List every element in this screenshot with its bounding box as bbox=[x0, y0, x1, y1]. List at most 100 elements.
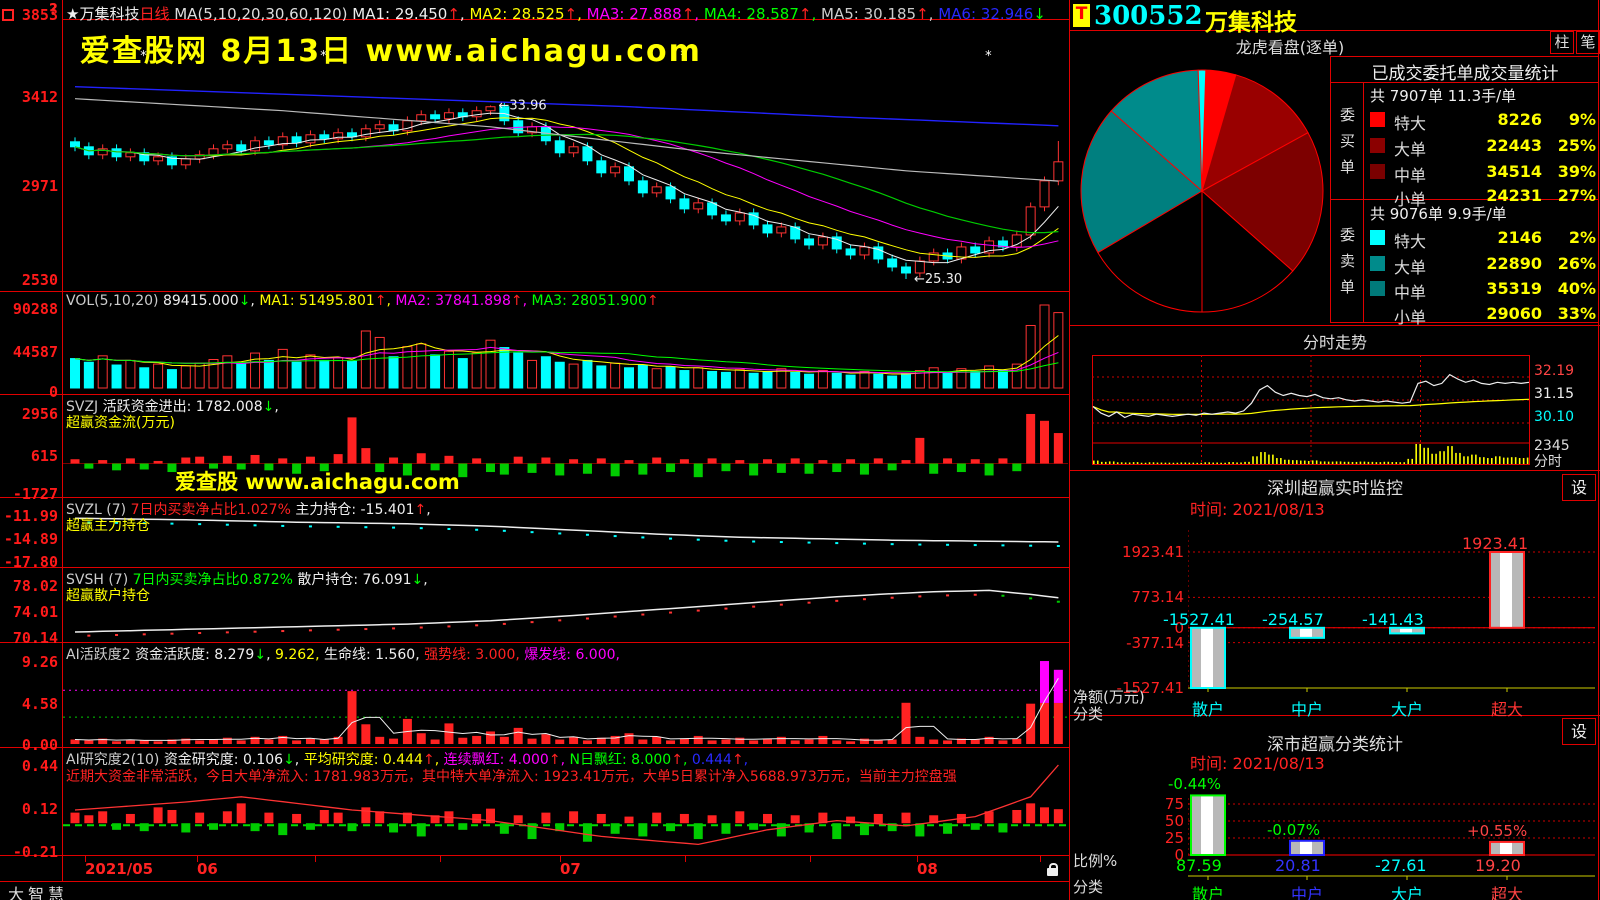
axis-label-svsh: 78.02 bbox=[12, 577, 58, 595]
buy-row-value: 34514 bbox=[1486, 162, 1542, 181]
buy-row-label: 大单 bbox=[1394, 140, 1427, 159]
ai-research-header-part-1: 资金研究度: 0.106 bbox=[163, 752, 284, 768]
main-watermark: 爱查股网 8月13日 www.aichagu.com bbox=[80, 34, 702, 69]
sell-row-pct: 2% bbox=[1568, 228, 1596, 247]
timeline-tick bbox=[197, 855, 198, 862]
vol-header: VOL(5,10,20) 89415.000↓, MA1: 51495.801↑… bbox=[66, 293, 659, 309]
svsh-header-part-2: 散户持仓: 76.091 bbox=[292, 572, 412, 588]
ai-research-header: AI研究度2(10) 资金研究度: 0.106↓, 平均研究度: 0.444↑,… bbox=[66, 749, 748, 769]
fenshi-axis-label: 分时 bbox=[1534, 454, 1562, 470]
question-mark-icon[interactable]: ? bbox=[49, 0, 58, 18]
svzl-chart[interactable] bbox=[63, 497, 1068, 567]
ai-research-header-part-5: ↑ bbox=[422, 752, 435, 768]
kline-header-part-3: MA1: 29.450 bbox=[352, 5, 448, 23]
svzl-header-part-3: ↑ bbox=[414, 502, 427, 518]
vol-header-part-10: MA3: 28051.900 bbox=[531, 293, 647, 309]
ai-research-chart[interactable] bbox=[63, 747, 1068, 855]
ai-activity-header-part-5: , bbox=[315, 647, 324, 663]
kline-header-part-10: ↑ bbox=[681, 5, 695, 23]
monitor-category-label[interactable]: 散户 bbox=[1191, 700, 1224, 719]
fenshi-title: 分时走势 bbox=[1302, 333, 1367, 352]
classstats-category-label[interactable]: 散户 bbox=[1191, 885, 1224, 900]
kline-header-part-18: MA6: 32.946 bbox=[938, 5, 1034, 23]
sell-row-label: 特大 bbox=[1394, 232, 1427, 251]
axis-label-vol: 0 bbox=[48, 383, 58, 401]
timeline-month-label[interactable]: 2021/05 bbox=[85, 860, 154, 878]
panel-divider bbox=[0, 394, 1069, 395]
pie-slice-7 bbox=[1197, 69, 1207, 192]
timeline-tick bbox=[917, 855, 918, 862]
ai-activity-header-part-3: , bbox=[266, 647, 275, 663]
ai-research-header-part-15: , bbox=[743, 752, 749, 768]
ai-activity-header: AI活跃度2 资金活跃度: 8.279↓, 9.262, 生命线: 1.560,… bbox=[66, 644, 620, 664]
stats-box-bottom bbox=[1330, 322, 1599, 323]
classstats-ytick: 25 bbox=[1164, 829, 1184, 847]
monitor-ytick: 773.14 bbox=[1131, 588, 1185, 607]
buy-row-pct: 27% bbox=[1557, 186, 1596, 205]
timeline-month-label[interactable]: 07 bbox=[560, 860, 581, 878]
stats-box-left bbox=[1330, 56, 1331, 322]
app-name: 大智慧 bbox=[8, 885, 69, 900]
kline-header-part-17: , bbox=[928, 5, 939, 23]
dragon-view-button-笔[interactable]: 笔 bbox=[1576, 31, 1600, 54]
dragon-tiger-title: 龙虎看盘(逐单) bbox=[1235, 38, 1345, 57]
t-badge[interactable]: T bbox=[1073, 4, 1090, 27]
monitor-ytick: 1923.41 bbox=[1121, 543, 1184, 561]
svg-text:*: * bbox=[680, 49, 687, 64]
svzl-header-part-2: 主力持仓: -15.401 bbox=[290, 502, 415, 518]
fenshi-top-divider bbox=[1070, 325, 1600, 326]
timeline-tick bbox=[810, 855, 811, 862]
monitor-ylabel: 净额(万元) bbox=[1073, 688, 1145, 706]
axis-label-svzl: -11.99 bbox=[3, 507, 58, 525]
kline-chart[interactable]: * * * * * ←33.96 ←25.30 bbox=[63, 8, 1068, 291]
stats-header-divider bbox=[1330, 82, 1599, 83]
vol-header-part-3: , bbox=[250, 293, 260, 309]
svzj-chart[interactable] bbox=[63, 394, 1068, 497]
svzl-header-part-1: 7日内买卖净占比1.027% bbox=[130, 502, 291, 518]
classstats-category-label[interactable]: 超大 bbox=[1490, 885, 1523, 900]
dragon-view-button-柱[interactable]: 柱 bbox=[1550, 31, 1574, 54]
ai-research-header-part-13: 0.444 bbox=[691, 752, 732, 768]
classstats-category-label[interactable]: 中户 bbox=[1290, 885, 1323, 900]
timeline-month-label[interactable]: 06 bbox=[197, 860, 218, 878]
buy-side-label: 单 bbox=[1340, 158, 1356, 176]
axis-label-svzj: 615 bbox=[30, 447, 58, 465]
monitor-ytick: -377.14 bbox=[1126, 633, 1184, 652]
monitor-settings-button[interactable]: 设 bbox=[1562, 474, 1596, 501]
classstats-category-label[interactable]: 大户 bbox=[1390, 885, 1423, 900]
monitor-category-label[interactable]: 大户 bbox=[1390, 700, 1423, 719]
vol-header-part-1: 89415.000 bbox=[162, 293, 239, 309]
svzl-header: SVZL (7) 7日内买卖净占比1.027% 主力持仓: -15.401↑, bbox=[66, 499, 431, 519]
kline-header-part-4: ↑ bbox=[447, 5, 460, 23]
ai-activity-header-part-10: 爆发线: 6.000 bbox=[524, 647, 616, 663]
sell-swatch-大单 bbox=[1370, 256, 1385, 271]
ai-research-header-part-9: , bbox=[560, 752, 570, 768]
monitor-category-label[interactable]: 超大 bbox=[1490, 700, 1523, 719]
svzl-subtitle: 超赢主力持仓 bbox=[66, 518, 150, 534]
sell-swatch-特大 bbox=[1370, 230, 1385, 245]
classstats-ytick: 75 bbox=[1164, 795, 1184, 813]
volume-chart[interactable] bbox=[63, 291, 1068, 394]
monitor-bar-label: 1923.41 bbox=[1462, 534, 1529, 553]
timeline-tick bbox=[85, 855, 86, 862]
kline-header-part-16: ↑ bbox=[916, 5, 929, 23]
ai-research-header-part-10: N日飘红: 8.000 bbox=[569, 752, 672, 768]
lock-icon[interactable] bbox=[1047, 868, 1058, 876]
classstats-time: 时间: 2021/08/13 bbox=[1190, 754, 1325, 773]
axis-label-svzj: -1727 bbox=[12, 485, 58, 503]
timeline-tick bbox=[440, 855, 441, 862]
monitor-category-label[interactable]: 中户 bbox=[1290, 700, 1323, 719]
buy-row-value: 8226 bbox=[1497, 110, 1542, 129]
classstats-settings-button[interactable]: 设 bbox=[1562, 718, 1596, 745]
svsh-chart[interactable] bbox=[63, 567, 1068, 642]
monitor-bar-label: -1527.41 bbox=[1163, 609, 1235, 629]
kline-header-part-6: MA2: 28.525 bbox=[469, 5, 565, 23]
fenshi-chart[interactable] bbox=[1092, 355, 1530, 465]
ai-activity-chart[interactable] bbox=[63, 642, 1068, 747]
pie-slice-2 bbox=[1201, 132, 1324, 272]
timeline-month-label[interactable]: 08 bbox=[917, 860, 938, 878]
main-right-divider-v bbox=[1069, 0, 1070, 900]
svsh-subtitle: 超赢散户持仓 bbox=[66, 588, 150, 604]
axis-label-main: 3853 bbox=[21, 6, 58, 24]
